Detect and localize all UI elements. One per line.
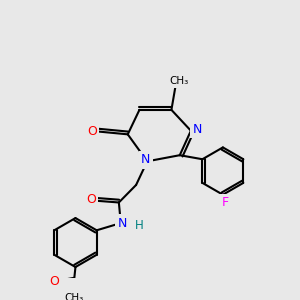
Text: H: H — [134, 219, 143, 232]
Text: F: F — [221, 196, 229, 209]
Text: O: O — [49, 275, 59, 288]
Text: N: N — [141, 153, 151, 167]
Text: CH₃: CH₃ — [169, 76, 189, 86]
Text: O: O — [86, 193, 96, 206]
Text: N: N — [118, 217, 127, 230]
Text: CH₃: CH₃ — [64, 293, 84, 300]
Text: N: N — [192, 123, 202, 136]
Text: O: O — [88, 125, 98, 138]
